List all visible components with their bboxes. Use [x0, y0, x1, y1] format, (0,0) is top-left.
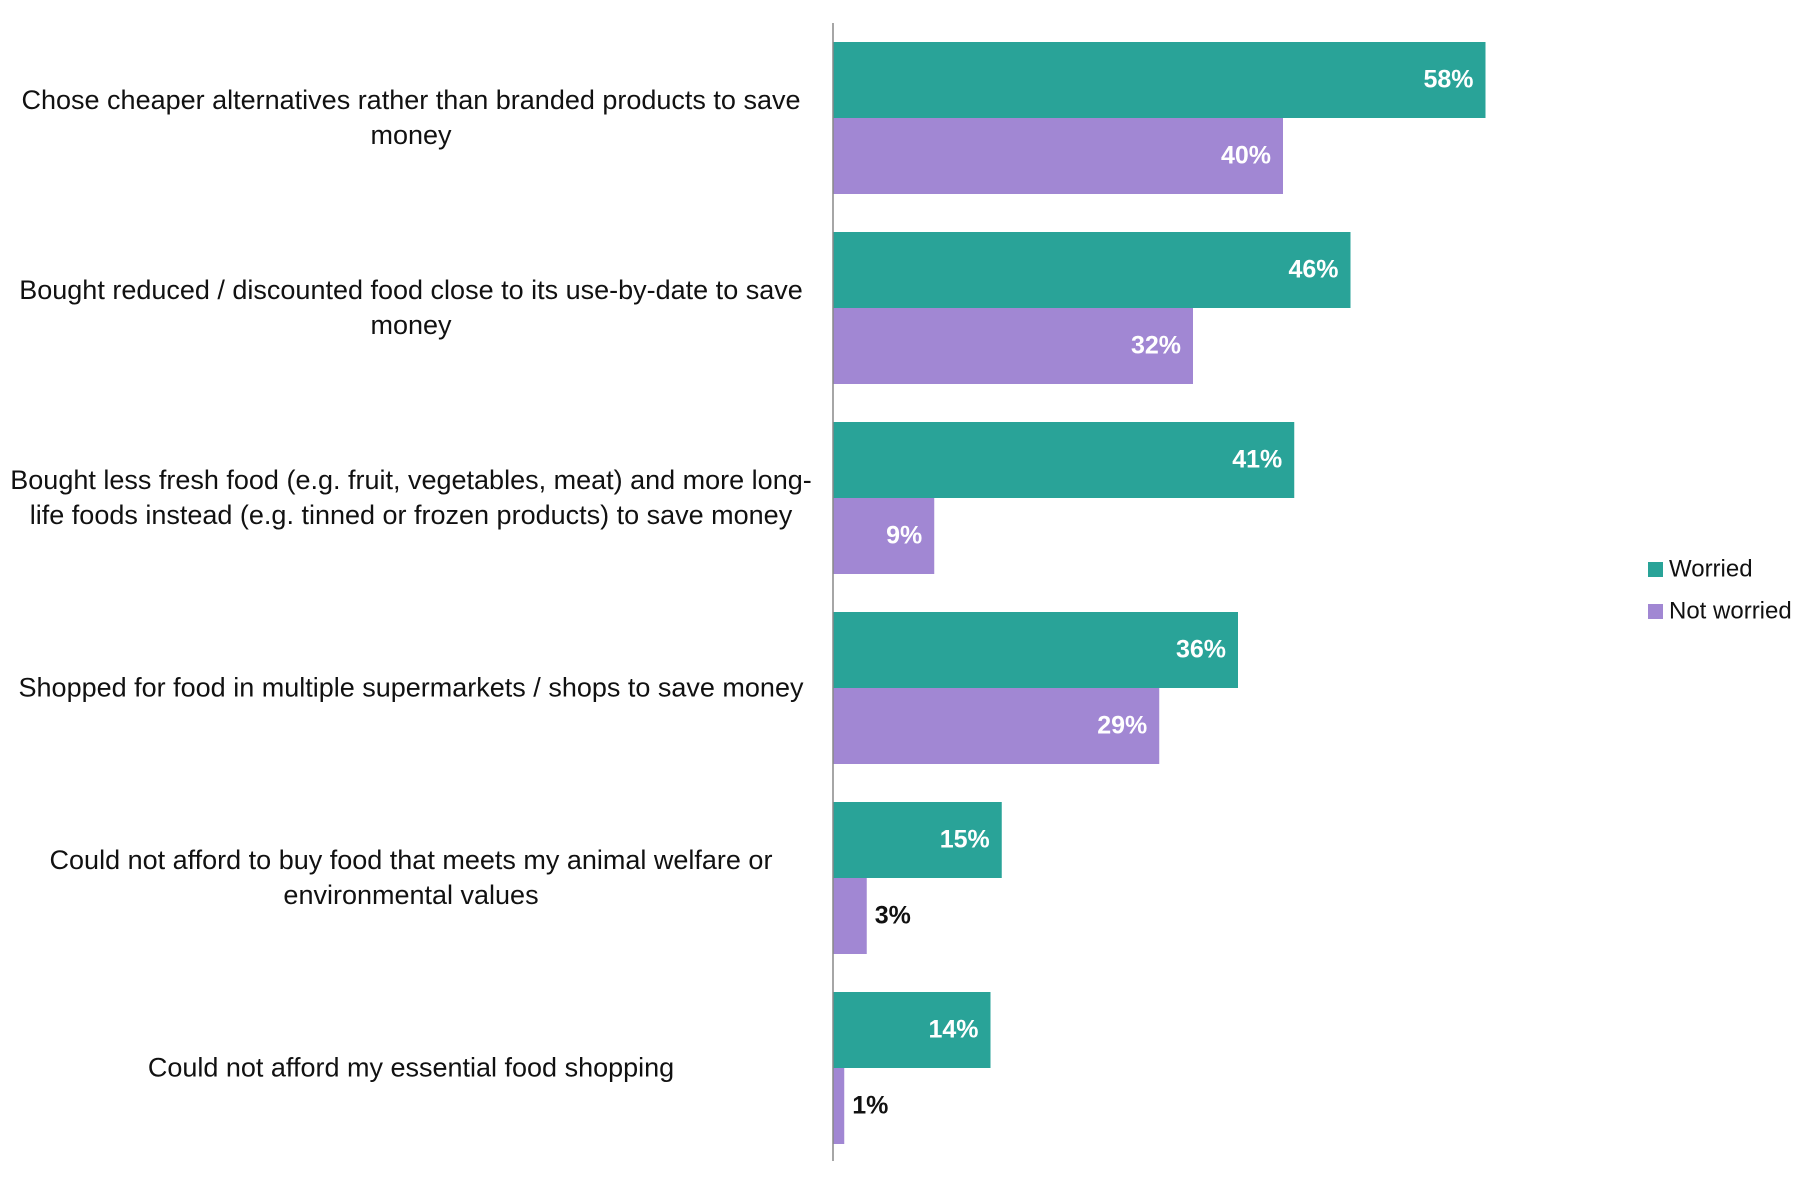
value-label: 29%	[1097, 712, 1147, 740]
category-label: Shopped for food in multiple supermarket…	[18, 672, 804, 703]
bar	[833, 1068, 845, 1144]
category-label: Chose cheaper alternatives rather than b…	[21, 85, 801, 150]
value-label: 1%	[852, 1092, 888, 1120]
legend-label: Worried	[1669, 555, 1753, 582]
category-label: Could not afford to buy food that meets …	[49, 845, 773, 910]
category-label: Could not afford my essential food shopp…	[147, 1052, 675, 1083]
bar	[833, 422, 1295, 498]
value-label: 36%	[1176, 636, 1226, 664]
bar	[833, 118, 1283, 194]
bar	[833, 308, 1193, 384]
value-label: 3%	[875, 902, 911, 930]
bar	[833, 688, 1160, 764]
bar	[833, 992, 991, 1068]
legend-label: Not worried	[1669, 597, 1792, 624]
bar	[833, 612, 1238, 688]
bar	[833, 232, 1351, 308]
value-label: 32%	[1131, 332, 1181, 360]
value-label: 40%	[1221, 142, 1271, 170]
category-label: Bought less fresh food (e.g. fruit, vege…	[10, 465, 812, 530]
bar	[833, 878, 867, 954]
category-label: Bought reduced / discounted food close t…	[19, 275, 803, 340]
legend-swatch	[1648, 562, 1663, 577]
value-label: 14%	[928, 1016, 978, 1044]
legend-swatch	[1648, 604, 1663, 619]
value-label: 41%	[1232, 446, 1282, 474]
value-label: 58%	[1423, 66, 1473, 94]
value-label: 15%	[940, 826, 990, 854]
value-label: 9%	[886, 522, 922, 550]
value-label: 46%	[1288, 256, 1338, 284]
bar	[833, 498, 935, 574]
bar	[833, 802, 1002, 878]
bar	[833, 42, 1486, 118]
